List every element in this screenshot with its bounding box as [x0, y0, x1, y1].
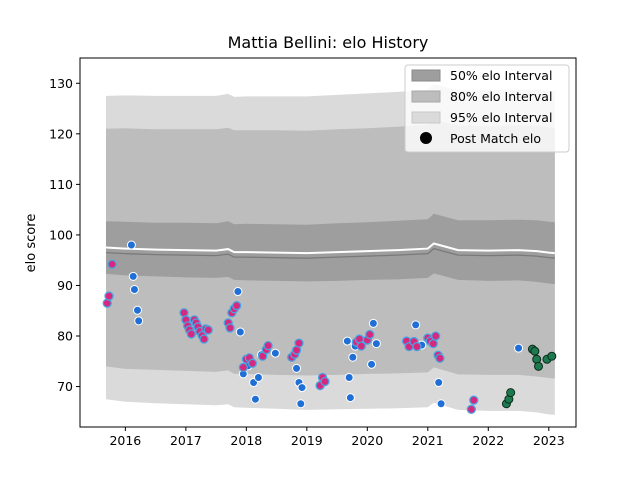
point-blue	[292, 363, 302, 373]
point-magenta	[466, 404, 477, 414]
point-blue	[348, 352, 358, 362]
y-axis: 70 80 90 100 110 120 130	[49, 76, 80, 394]
point-magenta	[203, 325, 213, 335]
legend-marker-post-match	[420, 132, 432, 144]
x-tick-label: 2023	[533, 433, 565, 448]
y-tick-label: 120	[49, 126, 73, 141]
x-tick-label: 2017	[170, 433, 202, 448]
median-line	[105, 242, 555, 255]
point-magenta	[263, 340, 273, 351]
point-green	[533, 361, 543, 371]
point-magenta	[412, 341, 422, 352]
point-magenta	[238, 362, 248, 373]
legend-box	[404, 64, 570, 153]
point-magenta	[225, 323, 235, 333]
legend-label-50: 50% elo Interval	[450, 68, 552, 83]
x-axis: 2016 2017 2018 2019 2020 2021 2022 2023	[109, 427, 565, 448]
point-blue	[233, 287, 243, 297]
x-tick-label: 2018	[230, 433, 262, 448]
legend-label-95: 95% elo Interval	[450, 110, 552, 125]
point-blue	[342, 336, 352, 346]
y-tick-label: 100	[49, 227, 73, 242]
legend-swatch-80	[411, 90, 441, 103]
point-blue	[345, 393, 355, 403]
point-blue	[134, 316, 144, 326]
y-tick-label: 130	[49, 76, 73, 91]
point-green	[506, 388, 516, 398]
point-blue	[434, 378, 444, 388]
y-tick-label: 90	[57, 278, 73, 293]
lower-bound-line	[105, 247, 555, 259]
point-green	[547, 351, 557, 361]
point-magenta	[365, 329, 375, 340]
point-magenta	[294, 338, 304, 348]
point-blue	[436, 399, 446, 409]
point-blue	[128, 271, 138, 281]
x-tick-label: 2021	[412, 433, 444, 448]
point-magenta	[247, 358, 258, 368]
point-blue	[368, 318, 378, 328]
point-magenta	[469, 395, 479, 405]
legend-label-post-match: Post Match elo	[450, 131, 541, 146]
point-blue	[514, 343, 524, 353]
interval-lines	[105, 242, 555, 259]
point-blue	[126, 240, 136, 250]
chart-title: Mattia Bellini: elo History	[228, 33, 429, 52]
point-magenta	[232, 301, 242, 311]
point-blue	[371, 339, 381, 349]
point-blue	[296, 399, 306, 409]
point-magenta	[428, 338, 438, 349]
point-magenta	[435, 353, 445, 363]
point-blue	[129, 285, 139, 295]
point-magenta	[104, 291, 114, 301]
x-tick-label: 2019	[291, 433, 323, 448]
x-tick-label: 2016	[109, 433, 141, 448]
point-blue	[297, 383, 307, 393]
interval-bands	[106, 84, 555, 415]
point-blue	[367, 359, 377, 369]
post-match-points	[102, 240, 557, 414]
legend: 50% elo Interval 80% elo Interval 95% el…	[404, 64, 570, 153]
x-tick-label: 2022	[472, 433, 504, 448]
point-magenta	[431, 331, 441, 341]
point-green	[530, 346, 540, 356]
point-magenta	[356, 341, 366, 351]
point-magenta	[107, 259, 117, 269]
point-blue	[235, 327, 245, 337]
y-tick-label: 80	[57, 329, 73, 344]
legend-swatch-50	[411, 69, 441, 82]
band-50	[106, 213, 555, 284]
point-magenta	[186, 329, 196, 339]
y-tick-label: 70	[57, 379, 73, 394]
point-blue	[250, 394, 260, 404]
plot-frame	[79, 57, 577, 428]
legend-swatch-95	[411, 111, 441, 124]
point-blue	[411, 320, 421, 330]
y-axis-label: elo score	[24, 214, 39, 273]
x-tick-label: 2020	[351, 433, 383, 448]
point-blue	[270, 348, 280, 358]
point-magenta	[199, 334, 209, 344]
point-blue	[253, 372, 263, 382]
point-blue	[132, 305, 142, 315]
point-magenta	[320, 376, 330, 387]
point-blue	[344, 372, 354, 382]
y-tick-label: 110	[49, 177, 73, 192]
legend-label-80: 80% elo Interval	[450, 89, 552, 104]
